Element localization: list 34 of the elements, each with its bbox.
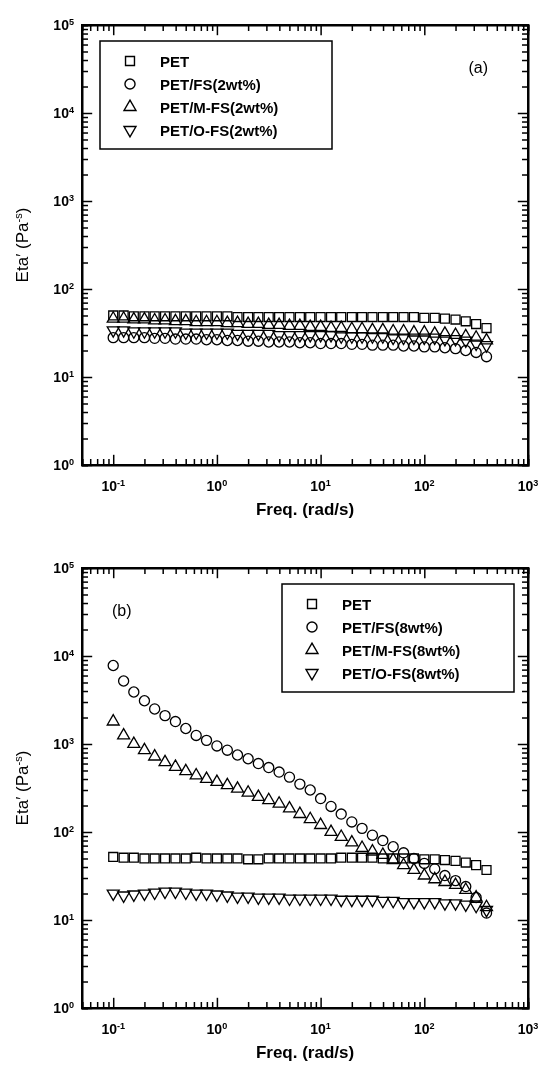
y-tick-label: 10$^{2}$	[53, 281, 74, 297]
legend-label: PET	[160, 53, 190, 70]
annotation: (a)	[468, 59, 488, 76]
x-axis-title: Freq. (rad/s)	[255, 500, 355, 519]
legend-label: PET/FS(2wt%)	[160, 76, 261, 93]
x-tick-label: 10$^{3}$	[517, 1021, 539, 1037]
x-tick-label: 10$^{-1}$	[101, 1021, 126, 1037]
legend-label: PET/O-FS(2wt%)	[160, 122, 278, 139]
legend-label: PET/FS(8wt%)	[342, 619, 443, 636]
x-tick-label: 10$^{1}$	[310, 1021, 331, 1037]
x-tick-label: 10$^{1}$	[310, 478, 331, 494]
x-tick-label: 10$^{3}$	[517, 478, 539, 494]
y-tick-label: 10$^{0}$	[53, 457, 74, 473]
x-tick-label: 10$^{0}$	[206, 1021, 228, 1037]
legend-label: PET/O-FS(8wt%)	[342, 665, 460, 682]
y-tick-label: 10$^{3}$	[53, 193, 74, 209]
annotation: (b)	[112, 602, 132, 619]
legend-label: PET/M-FS(2wt%)	[160, 99, 279, 116]
y-tick-label: 10$^{1}$	[53, 369, 74, 385]
x-tick-label: 10$^{2}$	[413, 1021, 435, 1037]
y-tick-label: 10$^{2}$	[53, 824, 74, 840]
legend-label: PET	[342, 596, 372, 613]
y-tick-label: 10$^{3}$	[53, 736, 74, 752]
x-tick-label: 10$^{0}$	[206, 478, 228, 494]
y-tick-label: 10$^{4}$	[53, 105, 75, 121]
y-tick-label: 10$^{4}$	[53, 648, 75, 664]
y-tick-label: 10$^{5}$	[53, 560, 74, 576]
legend-label: PET/M-FS(8wt%)	[342, 642, 461, 659]
x-tick-label: 10$^{2}$	[413, 478, 435, 494]
x-axis-title: Freq. (rad/s)	[255, 1043, 355, 1062]
x-tick-label: 10$^{-1}$	[101, 478, 126, 494]
y-tick-label: 10$^{1}$	[53, 912, 74, 928]
y-tick-label: 10$^{5}$	[53, 17, 74, 33]
y-tick-label: 10$^{0}$	[53, 1000, 74, 1016]
